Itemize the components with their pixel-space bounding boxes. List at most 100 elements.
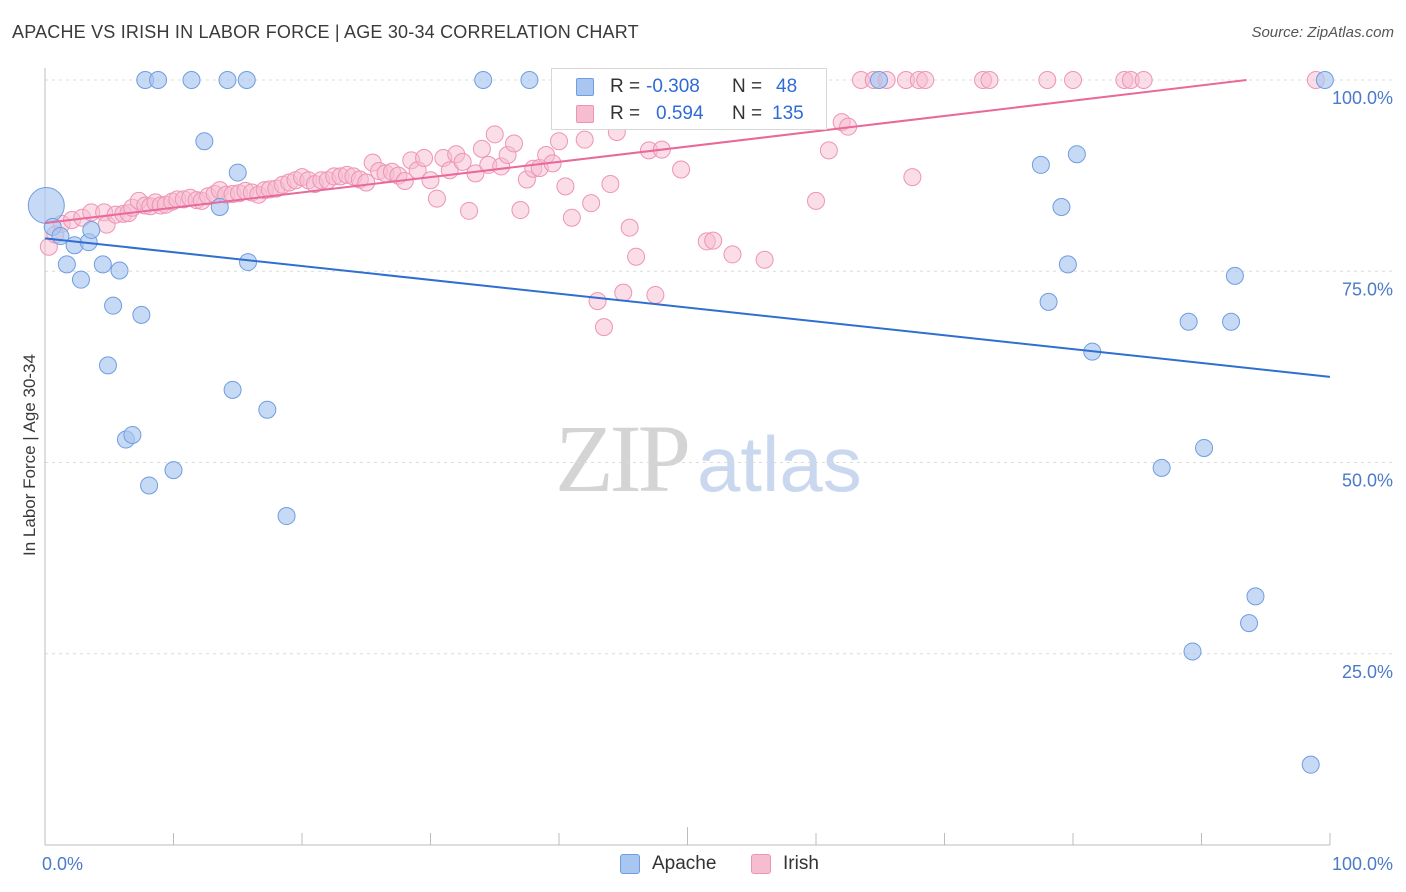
apache-point xyxy=(71,270,90,289)
stats-legend: R = -0.308 N = 48 R = 0.594 N = 135 xyxy=(551,68,827,130)
apache-point xyxy=(1183,642,1202,661)
irish-point xyxy=(627,247,646,266)
irish-point xyxy=(472,139,491,158)
apache-r-label: R = xyxy=(610,76,641,97)
y-tick-label: 75.0% xyxy=(1342,279,1393,299)
irish-point xyxy=(562,208,581,227)
irish-point xyxy=(357,173,376,192)
apache-legend-swatch xyxy=(620,854,640,874)
irish-point xyxy=(672,160,691,179)
irish-point xyxy=(601,175,620,194)
irish-trend-line xyxy=(44,79,1247,225)
irish-point xyxy=(819,141,838,160)
watermark: ZIP atlas xyxy=(555,403,862,514)
y-axis-title: In Labor Force | Age 30-34 xyxy=(20,354,39,556)
irish-point xyxy=(505,134,524,153)
apache-point xyxy=(1031,155,1050,174)
y-tick-label: 50.0% xyxy=(1342,471,1393,491)
irish-point xyxy=(1038,71,1057,89)
irish-point xyxy=(511,201,530,220)
apache-points xyxy=(27,71,1334,774)
apache-point xyxy=(57,255,76,274)
irish-point xyxy=(460,201,479,220)
apache-point xyxy=(104,296,123,315)
apache-point xyxy=(82,220,101,239)
irish-point xyxy=(1134,71,1153,89)
apache-point xyxy=(149,71,168,89)
irish-point xyxy=(807,191,825,210)
irish-point xyxy=(421,171,440,190)
x-tick-label: 0.0% xyxy=(42,854,83,874)
irish-point xyxy=(594,318,613,337)
apache-n-label: N = xyxy=(732,76,763,97)
apache-point xyxy=(123,425,142,444)
irish-point xyxy=(556,177,575,196)
x-tick-label: 100.0% xyxy=(1332,854,1393,874)
apache-point xyxy=(1222,312,1241,331)
irish-r-label: R = xyxy=(610,103,641,124)
apache-point xyxy=(98,356,117,375)
grid-lines xyxy=(45,79,1394,655)
apache-point xyxy=(228,163,247,182)
irish-point xyxy=(485,125,504,144)
irish-point xyxy=(588,292,607,311)
apache-point xyxy=(1039,292,1058,311)
irish-point xyxy=(755,250,774,269)
apache-point xyxy=(1067,145,1086,164)
apache-n-value: 48 xyxy=(776,76,798,97)
irish-point xyxy=(723,245,742,264)
watermark-atlas: atlas xyxy=(697,420,862,508)
apache-legend-label: Apache xyxy=(652,853,717,874)
trend-lines xyxy=(44,79,1331,378)
irish-point xyxy=(582,194,601,213)
apache-point xyxy=(258,400,277,419)
irish-swatch xyxy=(576,105,594,123)
apache-r-value: -0.308 xyxy=(646,76,700,97)
apache-point xyxy=(1225,266,1244,285)
apache-point xyxy=(110,261,129,280)
irish-point xyxy=(620,218,639,237)
apache-point xyxy=(277,507,296,526)
apache-point xyxy=(1058,255,1077,274)
apache-swatch xyxy=(576,78,594,96)
apache-point xyxy=(1179,312,1198,331)
apache-point xyxy=(182,71,201,89)
y-tick-label: 100.0% xyxy=(1332,88,1393,108)
watermark-zip: ZIP xyxy=(555,405,691,512)
irish-point xyxy=(453,152,472,171)
apache-point xyxy=(93,255,112,274)
irish-n-value: 135 xyxy=(772,103,804,124)
apache-point xyxy=(1246,587,1265,606)
irish-point xyxy=(1064,71,1082,89)
chart-title: APACHE VS IRISH IN LABOR FORCE | AGE 30-… xyxy=(12,22,639,42)
source-label: Source: ZipAtlas.com xyxy=(1251,24,1394,41)
apache-point xyxy=(1195,438,1214,457)
apache-point xyxy=(195,132,214,151)
irish-n-label: N = xyxy=(732,103,763,124)
apache-point xyxy=(237,71,256,89)
tick-labels: 25.0% 50.0% 75.0% 100.0% 0.0% 100.0% xyxy=(42,88,1393,874)
apache-trend-line xyxy=(44,237,1331,378)
irish-points xyxy=(39,71,1325,337)
irish-point xyxy=(646,285,665,304)
apache-point xyxy=(520,71,539,89)
irish-legend-swatch xyxy=(751,854,771,874)
irish-point xyxy=(903,168,922,187)
irish-point xyxy=(704,231,723,250)
y-tick-label: 25.0% xyxy=(1342,662,1393,682)
apache-point xyxy=(1240,614,1259,633)
apache-point xyxy=(218,71,237,89)
apache-point xyxy=(474,71,493,89)
apache-point xyxy=(1301,755,1320,774)
apache-point xyxy=(164,461,183,480)
apache-point xyxy=(1052,197,1071,216)
apache-point xyxy=(27,186,65,224)
apache-point xyxy=(223,380,242,399)
irish-point xyxy=(427,189,446,208)
irish-point xyxy=(614,283,633,302)
irish-point xyxy=(415,149,434,168)
apache-point xyxy=(239,253,258,272)
irish-legend-label: Irish xyxy=(783,853,819,874)
apache-point xyxy=(869,71,888,89)
